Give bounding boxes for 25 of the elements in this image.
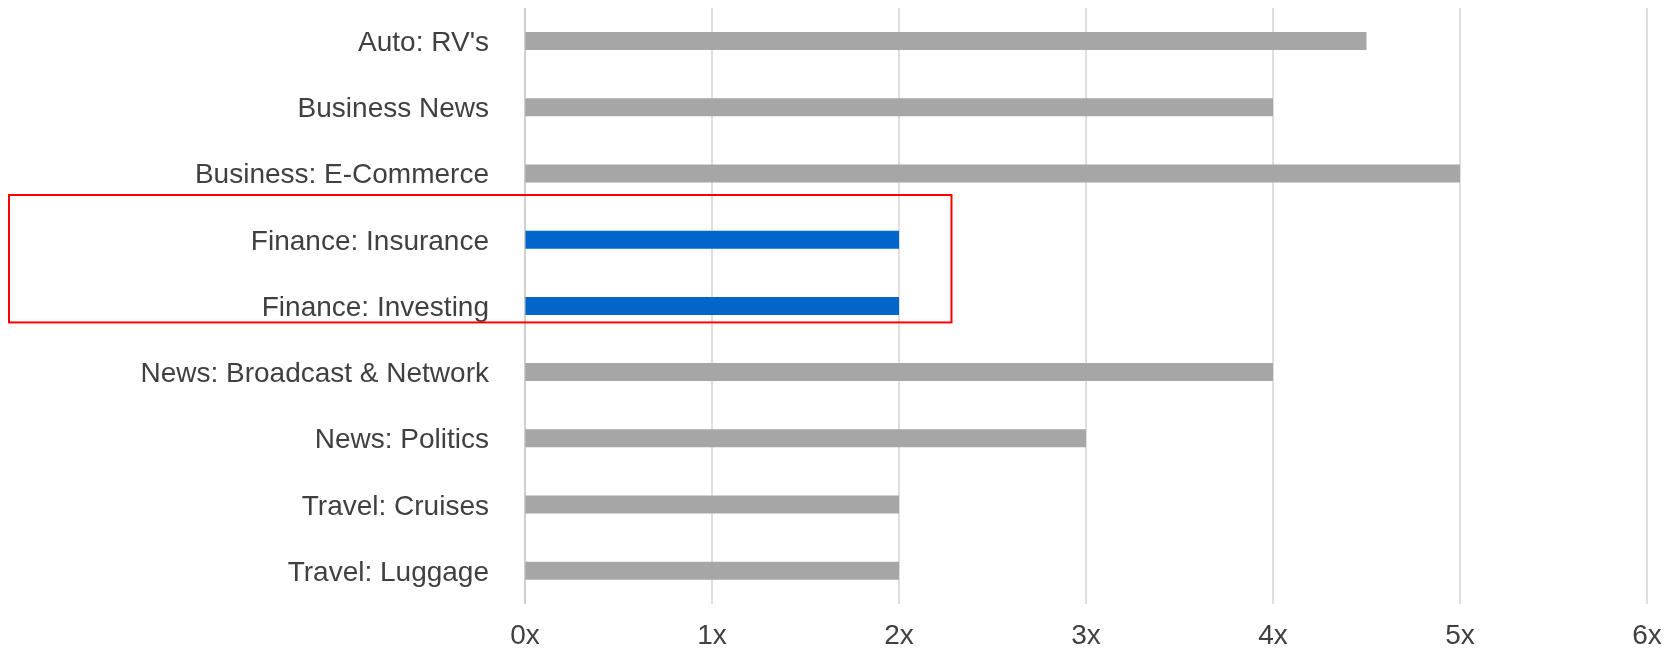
x-tick-label: 3x bbox=[1071, 618, 1101, 650]
bar bbox=[525, 429, 1086, 448]
bar bbox=[525, 296, 899, 315]
y-tick-label: Travel: Luggage bbox=[287, 555, 489, 587]
x-tick-label: 0x bbox=[510, 618, 540, 650]
x-tick-label: 4x bbox=[1258, 618, 1288, 650]
y-tick-label: Business: E-Commerce bbox=[194, 158, 489, 190]
bar bbox=[525, 363, 1273, 382]
x-tick-label: 2x bbox=[884, 618, 914, 650]
bar bbox=[525, 495, 899, 514]
bar bbox=[525, 561, 899, 580]
y-tick-label: Finance: Insurance bbox=[250, 224, 489, 256]
x-tick-label: 6x bbox=[1632, 618, 1662, 650]
bar bbox=[525, 98, 1273, 117]
y-tick-label: News: Politics bbox=[314, 423, 489, 455]
y-tick-label: Business News bbox=[297, 92, 489, 124]
bar bbox=[525, 164, 1460, 183]
bar bbox=[525, 230, 899, 249]
y-tick-label: Finance: Investing bbox=[261, 290, 489, 322]
x-tick-label: 5x bbox=[1445, 618, 1475, 650]
bar bbox=[525, 32, 1367, 50]
y-tick-label: Travel: Cruises bbox=[301, 489, 489, 521]
y-tick-label: Auto: RV's bbox=[358, 26, 489, 58]
y-tick-label: News: Broadcast & Network bbox=[140, 357, 490, 389]
x-tick-label: 1x bbox=[697, 618, 727, 650]
